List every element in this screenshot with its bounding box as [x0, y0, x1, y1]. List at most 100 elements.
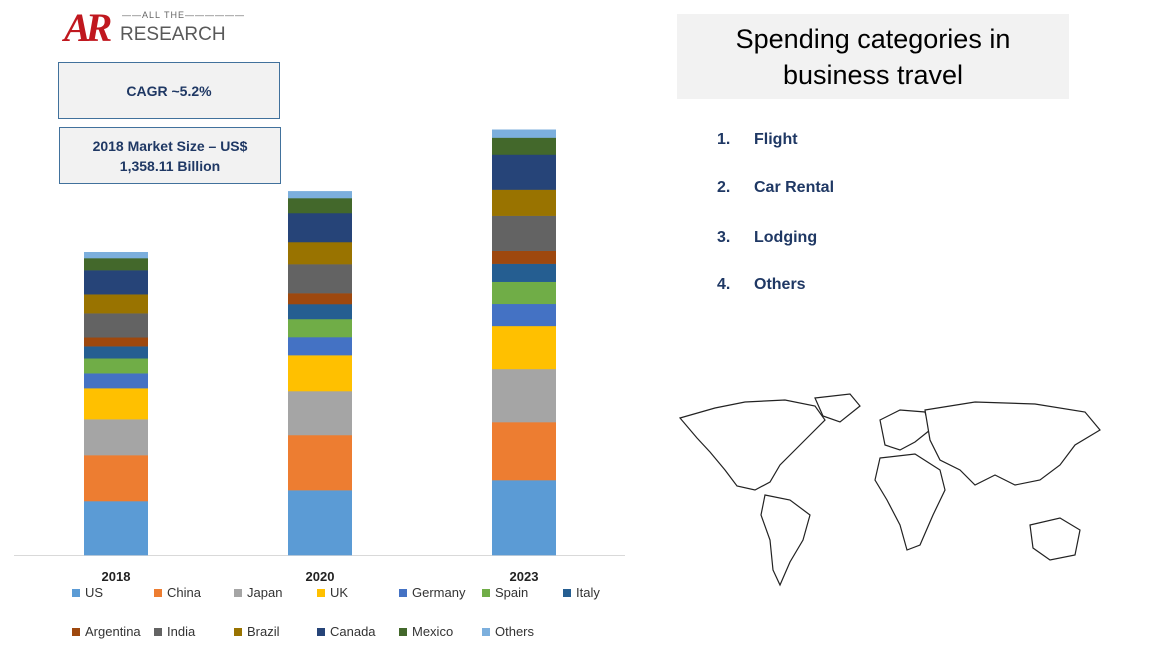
list-number: 2. — [717, 179, 731, 196]
list-number: 3. — [717, 229, 731, 246]
legend-label: Germany — [412, 585, 466, 600]
legend-label: Canada — [330, 624, 376, 639]
legend-item-us: US — [72, 585, 103, 600]
bar-segment-brazil-2020 — [288, 241, 352, 265]
legend-swatch — [72, 627, 80, 636]
bar-segment-germany-2018 — [84, 373, 148, 389]
legend-item-mexico: Mexico — [399, 624, 453, 639]
legend-item-spain: Spain — [482, 585, 528, 600]
legend-item-india: India — [154, 624, 195, 639]
list-label: Flight — [754, 131, 798, 148]
bar-segment-italy-2020 — [288, 303, 352, 320]
legend-label: US — [85, 585, 104, 600]
bar-segment-italy-2018 — [84, 346, 148, 359]
legend-swatch — [399, 588, 407, 597]
legend-swatch — [154, 627, 162, 636]
bar-segment-uk-2023 — [492, 325, 556, 370]
bar-segment-spain-2023 — [492, 281, 556, 305]
bar-segment-mexico-2023 — [492, 137, 556, 155]
legend-swatch — [563, 588, 571, 597]
legend-swatch — [482, 588, 490, 597]
legend-item-italy: Italy — [563, 585, 600, 600]
legend-label: Argentina — [85, 624, 141, 639]
legend-item-china: China — [154, 585, 201, 600]
bar-segment-india-2020 — [288, 264, 352, 294]
bar-segment-uk-2020 — [288, 355, 352, 392]
asia — [924, 401, 1101, 486]
bar-segment-others-2023 — [492, 129, 556, 138]
logo: AR ——ALL THE—————— RESEARCH — [64, 4, 254, 56]
panel-title-line2: business travel — [782, 59, 964, 90]
bar-segment-spain-2020 — [288, 318, 352, 338]
legend-swatch — [154, 588, 162, 597]
bar-segment-canada-2018 — [84, 270, 148, 295]
bar-segment-germany-2020 — [288, 337, 352, 356]
legend-swatch — [482, 627, 490, 636]
bar-segment-us-2023 — [492, 480, 556, 556]
africa — [874, 453, 946, 551]
x-tick-label: 2018 — [101, 569, 131, 584]
bar-segment-canada-2023 — [492, 154, 556, 190]
australia — [1029, 517, 1081, 561]
legend-item-others: Others — [482, 624, 534, 639]
bar-segment-others-2018 — [84, 252, 148, 259]
legend-label: Spain — [495, 585, 529, 600]
north-america — [678, 399, 826, 491]
logo-top-text: ——ALL THE—————— — [122, 10, 246, 20]
bar-segment-india-2023 — [492, 215, 556, 251]
list-label: Others — [754, 276, 806, 293]
market-size-box: 2018 Market Size – US$ 1,358.11 Billion — [59, 127, 281, 184]
bar-segment-italy-2023 — [492, 263, 556, 282]
legend-item-germany: Germany — [399, 585, 465, 600]
south-america — [760, 494, 811, 587]
bar-segment-mexico-2018 — [84, 258, 148, 271]
legend-item-japan: Japan — [234, 585, 282, 600]
market-size-line2: 1,358.11 Billion — [119, 157, 221, 174]
legend-swatch — [234, 588, 242, 597]
market-size-line1: 2018 Market Size – US$ — [92, 137, 248, 154]
list-number: 1. — [717, 131, 731, 148]
legend-item-canada: Canada — [317, 624, 376, 639]
bar-segment-mexico-2020 — [288, 198, 352, 214]
bar-segment-japan-2023 — [492, 368, 556, 423]
bar-segment-argentina-2023 — [492, 250, 556, 264]
logo-mark: AR — [64, 5, 112, 50]
panel-title: Spending categories in business travel — [677, 14, 1069, 99]
list-item: 2. Car Rental — [717, 179, 834, 197]
legend-swatch — [317, 588, 325, 597]
bar-segment-germany-2023 — [492, 303, 556, 327]
legend-swatch — [72, 588, 80, 597]
x-tick-label: 2020 — [305, 569, 335, 584]
greenland — [814, 393, 861, 423]
list-item: 3. Lodging — [717, 229, 817, 247]
legend-label: Others — [495, 624, 535, 639]
europe — [879, 409, 931, 451]
list-label: Lodging — [754, 229, 818, 246]
world-map — [678, 393, 1101, 587]
legend-item-brazil: Brazil — [234, 624, 280, 639]
panel-title-line1: Spending categories in — [735, 23, 1011, 54]
legend-label: China — [167, 585, 201, 600]
logo-bottom-text: RESEARCH — [120, 24, 226, 45]
list-number: 4. — [717, 276, 731, 293]
bar-segment-canada-2020 — [288, 212, 352, 243]
bar-segment-china-2018 — [84, 455, 148, 502]
legend-item-uk: UK — [317, 585, 348, 600]
legend-swatch — [399, 627, 407, 636]
legend-label: Brazil — [247, 624, 280, 639]
legend-label: UK — [330, 585, 349, 600]
bar-segment-spain-2018 — [84, 358, 148, 374]
bar-segment-brazil-2018 — [84, 294, 148, 314]
bar-segment-japan-2020 — [288, 391, 352, 436]
bar-segment-uk-2018 — [84, 388, 148, 420]
bar-segment-japan-2018 — [84, 419, 148, 456]
bar-segment-us-2020 — [288, 490, 352, 556]
bar-segment-brazil-2023 — [492, 189, 556, 216]
bar-segment-china-2023 — [492, 422, 556, 481]
legend-label: Italy — [576, 585, 600, 600]
legend-label: India — [167, 624, 196, 639]
bar-segment-argentina-2018 — [84, 337, 148, 347]
bar-segment-china-2020 — [288, 434, 352, 491]
list-item: 4. Others — [717, 276, 806, 294]
list-label: Car Rental — [754, 179, 835, 196]
